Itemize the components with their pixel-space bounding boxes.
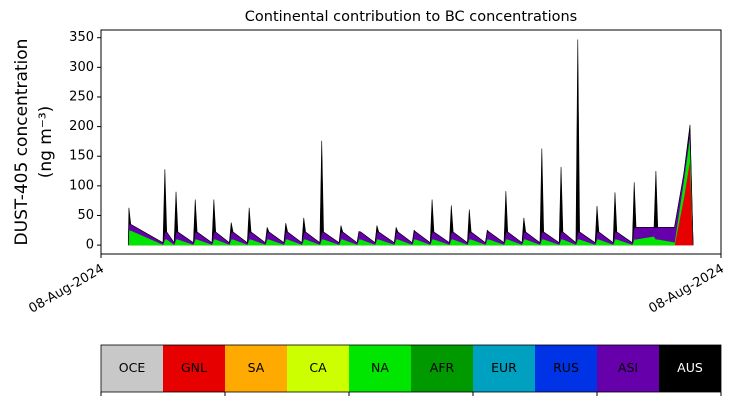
colorbar-label: NA xyxy=(371,360,389,375)
y-tick-label: 100 xyxy=(69,178,94,193)
colorbar-label: OCE xyxy=(119,360,146,375)
area xyxy=(127,39,694,246)
y-tick-label: 250 xyxy=(69,89,94,104)
y-tick-label: 200 xyxy=(69,119,94,134)
y-tick-label: 0 xyxy=(86,238,94,253)
y-axis-label: DUST-405 concentration xyxy=(12,39,32,246)
colorbar-swatch xyxy=(225,345,287,392)
x-tick-label: 08-Aug-2024 xyxy=(26,262,106,317)
y-tick-label: 50 xyxy=(77,208,94,223)
colorbar-swatch xyxy=(411,345,473,392)
y-tick-label: 300 xyxy=(69,60,94,75)
colorbar-label: AUS xyxy=(677,360,703,375)
colorbar-swatch xyxy=(349,345,411,392)
colorbar-swatch xyxy=(163,345,225,392)
y-tick-label: 150 xyxy=(69,149,94,164)
y-tick-label: 350 xyxy=(69,30,94,45)
plot-frame xyxy=(100,29,722,255)
colorbar-label: RUS xyxy=(553,360,579,375)
colorbar-swatch xyxy=(287,345,349,392)
colorbar-label: SA xyxy=(248,360,265,375)
colorbar-label: ASI xyxy=(618,360,638,375)
colorbar-swatch xyxy=(659,345,721,392)
y-axis-label: (ng m⁻³) xyxy=(36,106,56,179)
colorbar-label: GNL xyxy=(181,360,207,375)
colorbar-label: EUR xyxy=(491,360,517,375)
colorbar-swatch xyxy=(535,345,597,392)
colorbar-frame xyxy=(100,344,722,393)
colorbar-label: CA xyxy=(309,360,327,375)
colorbar-swatch xyxy=(597,345,659,392)
colorbar-swatch xyxy=(101,345,163,392)
colorbar-swatch xyxy=(473,345,535,392)
chart-title: Continental contribution to BC concentra… xyxy=(245,9,577,25)
colorbar-label: AFR xyxy=(430,360,455,375)
x-tick-label: 08-Aug-2024 xyxy=(646,262,726,317)
